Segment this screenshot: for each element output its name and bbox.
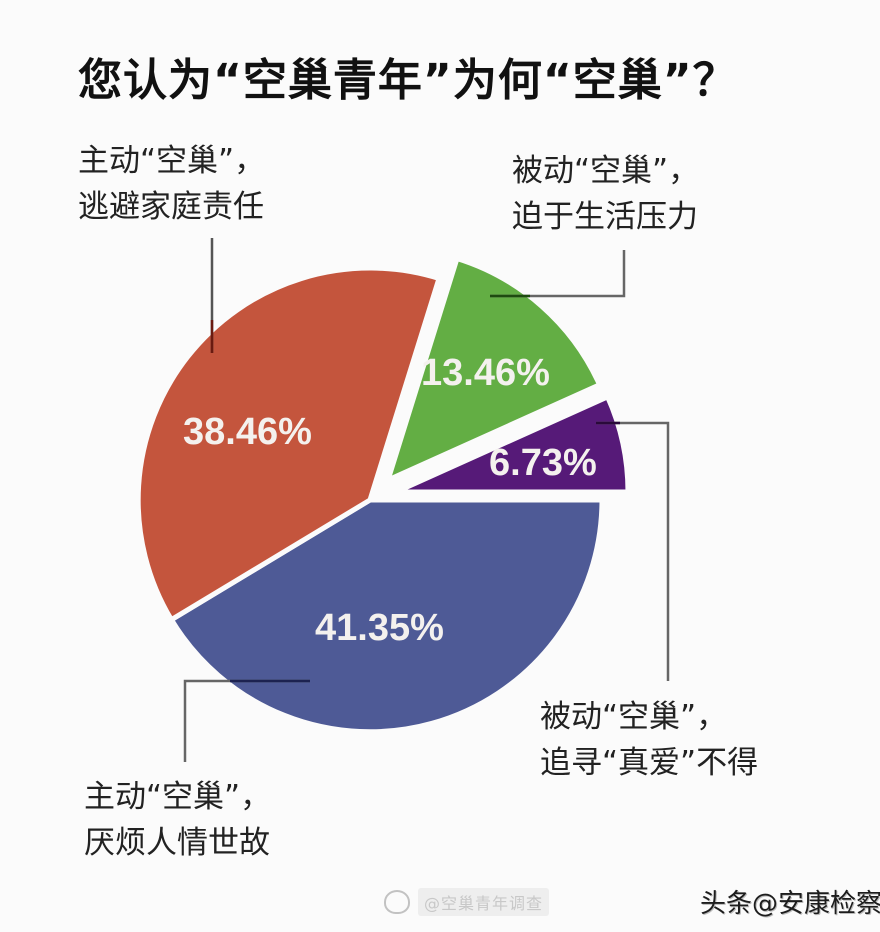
label-line: 逃避家庭责任 xyxy=(78,189,264,225)
label-line: 迫于生活压力 xyxy=(512,199,698,235)
label-active-tired: 主动“空巢”， 厌烦人情世故 xyxy=(84,774,271,866)
label-passive-pressure: 被动“空巢”， 迫于生活压力 xyxy=(512,148,699,240)
pct-active-tired: 41.35% xyxy=(315,607,444,649)
weibo-watermark-text: @空巢青年调查 xyxy=(418,888,550,916)
weibo-watermark: @空巢青年调查 xyxy=(384,888,550,916)
weibo-logo-icon xyxy=(384,890,410,914)
label-passive-love: 被动“空巢”， 追寻“真爱”不得 xyxy=(540,694,758,786)
label-line: 被动“空巢”， xyxy=(512,153,700,189)
label-active-avoid: 主动“空巢”， 逃避家庭责任 xyxy=(78,138,265,230)
leader-line-passive-pressure xyxy=(490,250,626,298)
slice-passive-pressure xyxy=(383,255,603,485)
label-line: 厌烦人情世故 xyxy=(84,825,270,861)
source-watermark: 头条@安康检察 xyxy=(700,889,880,919)
chart-title: 您认为“空巢青年”为何“空巢”？ xyxy=(78,55,738,106)
label-line: 主动“空巢”， xyxy=(78,143,266,179)
label-line: 主动“空巢”， xyxy=(84,779,272,815)
label-line: 被动“空巢”， xyxy=(540,699,728,735)
slice-active-avoid xyxy=(135,265,443,624)
pct-passive-pressure: 13.46% xyxy=(421,352,550,394)
pct-passive-love: 6.73% xyxy=(489,442,597,484)
pct-active-avoid: 38.46% xyxy=(183,411,312,453)
slice-passive-love xyxy=(394,393,631,495)
label-line: 追寻“真爱”不得 xyxy=(540,745,759,781)
